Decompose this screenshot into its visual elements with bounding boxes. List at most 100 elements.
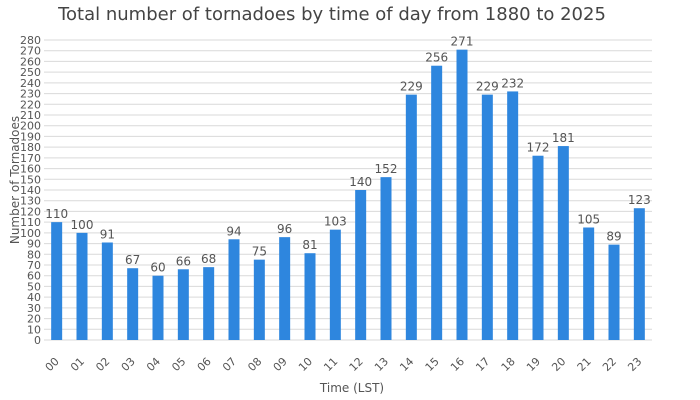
y-axis-title: Number of Tornadoes bbox=[8, 116, 22, 244]
bar-value-label: 81 bbox=[302, 238, 317, 252]
bar-value-label: 68 bbox=[201, 252, 216, 266]
y-tick-label: 210 bbox=[20, 109, 41, 122]
x-tick-label: 18 bbox=[499, 355, 518, 374]
bar bbox=[101, 242, 113, 340]
x-tick-label: 11 bbox=[321, 355, 340, 374]
x-tick-label: 12 bbox=[347, 355, 366, 374]
bar-value-label: 256 bbox=[425, 51, 448, 65]
y-tick-label: 40 bbox=[27, 291, 41, 304]
x-tick-label: 10 bbox=[296, 355, 315, 374]
x-tick-label: 15 bbox=[423, 355, 442, 374]
y-tick-label: 250 bbox=[20, 66, 41, 79]
bar bbox=[608, 244, 620, 340]
y-tick-label: 60 bbox=[27, 270, 41, 283]
x-tick-label: 07 bbox=[220, 355, 239, 374]
bar-value-label: 110 bbox=[45, 207, 68, 221]
bar bbox=[177, 269, 189, 340]
y-tick-label: 190 bbox=[20, 130, 41, 143]
y-tick-label: 280 bbox=[20, 34, 41, 47]
x-tick-label: 16 bbox=[448, 355, 467, 374]
bar-value-label: 91 bbox=[100, 228, 115, 242]
bar bbox=[405, 94, 417, 341]
bar-value-label: 123 bbox=[628, 193, 651, 207]
gridlines bbox=[44, 39, 652, 341]
bar-value-label: 232 bbox=[501, 76, 524, 90]
y-tick-label: 0 bbox=[34, 334, 41, 347]
y-axis-ticks: 0102030405060708090100110120130140150160… bbox=[20, 34, 41, 347]
y-tick-label: 90 bbox=[27, 238, 41, 251]
x-tick-label: 13 bbox=[372, 355, 391, 374]
y-tick-label: 10 bbox=[27, 323, 41, 336]
y-tick-label: 180 bbox=[20, 141, 41, 154]
bar bbox=[456, 49, 468, 341]
bar-value-label: 60 bbox=[150, 261, 165, 275]
bar bbox=[355, 190, 367, 340]
y-tick-label: 50 bbox=[27, 280, 41, 293]
bar bbox=[279, 237, 291, 340]
bar bbox=[152, 275, 164, 340]
bars bbox=[51, 49, 645, 341]
x-tick-label: 08 bbox=[245, 355, 264, 374]
bar-value-label: 66 bbox=[176, 254, 191, 268]
x-tick-label: 00 bbox=[43, 355, 62, 374]
bar-value-label: 105 bbox=[577, 213, 600, 227]
bar bbox=[532, 155, 544, 340]
bar bbox=[253, 259, 265, 340]
y-tick-label: 170 bbox=[20, 152, 41, 165]
x-tick-label: 21 bbox=[575, 355, 594, 374]
y-tick-label: 160 bbox=[20, 163, 41, 176]
x-tick-label: 03 bbox=[119, 355, 138, 374]
bar bbox=[127, 268, 139, 340]
bar bbox=[431, 65, 443, 340]
bar-value-label: 103 bbox=[324, 215, 347, 229]
bar-value-label: 229 bbox=[400, 80, 423, 94]
y-tick-label: 140 bbox=[20, 184, 41, 197]
bar bbox=[304, 253, 316, 340]
bar-value-label: 75 bbox=[252, 245, 267, 259]
bar bbox=[51, 222, 63, 340]
x-tick-label: 01 bbox=[68, 355, 87, 374]
y-tick-label: 30 bbox=[27, 302, 41, 315]
bar-value-label: 140 bbox=[349, 175, 372, 189]
y-tick-label: 260 bbox=[20, 55, 41, 68]
x-tick-label: 14 bbox=[397, 355, 416, 374]
x-tick-label: 06 bbox=[195, 355, 214, 374]
y-tick-label: 110 bbox=[20, 216, 41, 229]
bar bbox=[76, 232, 88, 340]
bar-value-label: 181 bbox=[552, 131, 575, 145]
bar-value-label: 89 bbox=[606, 230, 621, 244]
x-axis-title: Time (LST) bbox=[319, 381, 384, 395]
bar bbox=[380, 177, 392, 340]
y-tick-label: 20 bbox=[27, 313, 41, 326]
bar bbox=[633, 208, 645, 340]
chart-title: Total number of tornadoes by time of day… bbox=[57, 4, 606, 25]
x-tick-label: 09 bbox=[271, 355, 290, 374]
bar bbox=[507, 91, 519, 340]
bar bbox=[583, 227, 595, 340]
x-tick-label: 22 bbox=[600, 355, 619, 374]
x-tick-label: 17 bbox=[473, 355, 492, 374]
bar bbox=[557, 146, 569, 340]
y-tick-label: 220 bbox=[20, 98, 41, 111]
y-tick-label: 200 bbox=[20, 120, 41, 133]
y-tick-label: 70 bbox=[27, 259, 41, 272]
bar-value-label: 100 bbox=[71, 218, 94, 232]
y-tick-label: 120 bbox=[20, 205, 41, 218]
bar bbox=[329, 229, 341, 340]
x-tick-label: 19 bbox=[524, 355, 543, 374]
bar-value-label: 271 bbox=[451, 35, 474, 49]
x-tick-label: 02 bbox=[93, 355, 112, 374]
bar-value-label: 229 bbox=[476, 80, 499, 94]
bar-value-label: 67 bbox=[125, 253, 140, 267]
bar bbox=[228, 239, 240, 340]
y-tick-label: 240 bbox=[20, 77, 41, 90]
y-tick-label: 230 bbox=[20, 88, 41, 101]
bar-value-label: 172 bbox=[527, 141, 550, 155]
y-tick-label: 100 bbox=[20, 227, 41, 240]
x-tick-label: 23 bbox=[625, 355, 644, 374]
x-tick-label: 04 bbox=[144, 355, 163, 374]
y-tick-label: 80 bbox=[27, 248, 41, 261]
